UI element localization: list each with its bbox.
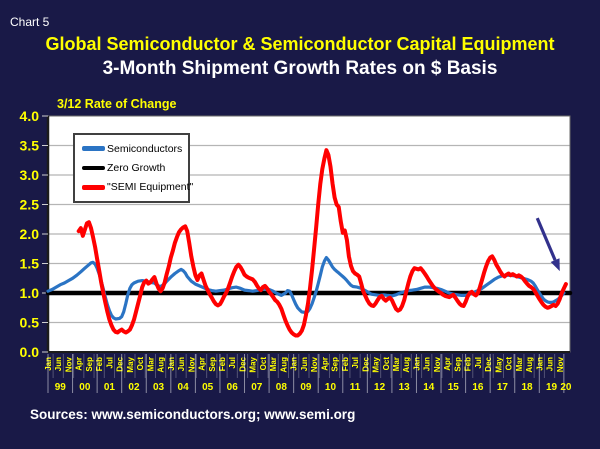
x-axis-month-label: Apr <box>75 357 84 371</box>
x-axis-month-label: May <box>249 356 258 372</box>
x-axis-month-label: Jul <box>105 357 114 369</box>
semiconductors-line-swatch <box>82 146 105 151</box>
x-axis-month-label: Aug <box>279 357 288 373</box>
y-axis-tick-label: 2.5 <box>20 197 40 213</box>
legend-label-semiconductors: Semiconductors <box>107 142 183 155</box>
x-axis-month-label: Mar <box>146 357 155 371</box>
x-axis-month-label: Dec <box>238 356 247 371</box>
x-axis-month-label: Feb <box>218 357 227 371</box>
x-axis-year-label: 20 <box>560 382 572 393</box>
x-axis-month-label: Oct <box>505 357 514 371</box>
x-axis-month-label: Nov <box>433 356 442 372</box>
x-axis-month-label: Nov <box>310 356 319 372</box>
legend-label-semi-equipment: "SEMI Equipment" <box>107 181 194 194</box>
x-axis-month-label: Feb <box>464 357 473 371</box>
x-axis-year-label: 09 <box>300 382 312 393</box>
x-axis-month-label: Jun <box>423 357 432 371</box>
x-axis-year-label: 04 <box>178 382 190 393</box>
x-axis-month-label: Jul <box>351 357 360 369</box>
x-axis-year-label: 15 <box>448 382 460 393</box>
x-axis-month-label: May <box>372 356 381 372</box>
x-axis-month-label: Mar <box>269 357 278 371</box>
annotation-arrow <box>535 217 560 272</box>
sources-text: Sources: www.semiconductors.org; www.sem… <box>30 407 356 422</box>
x-axis-month-label: Sep <box>85 357 94 372</box>
page-subtitle: 3-Month Shipment Growth Rates on $ Basis <box>102 58 498 79</box>
x-axis-year-label: 12 <box>374 382 386 393</box>
x-axis-month-label: May <box>494 356 503 372</box>
legend-item-semi-equipment: "SEMI Equipment" <box>82 181 193 193</box>
x-axis-year-label: 02 <box>128 382 140 393</box>
x-axis-year-label: 10 <box>325 382 337 393</box>
x-axis-month-label: Feb <box>95 357 104 371</box>
x-axis-year-label: 19 <box>546 382 558 393</box>
semi-equipment-line-swatch <box>82 185 105 190</box>
semiconductors-line <box>46 256 566 321</box>
x-axis-month-label: Nov <box>187 356 196 372</box>
page-title: Global Semiconductor & Semiconductor Cap… <box>45 34 555 54</box>
x-axis-year-labels: 99 00 01 02 03 04 05 06 07 08 09 10 11 12 13 14 15 16 17 18… <box>47 354 572 393</box>
x-axis-year-label: 07 <box>251 382 263 393</box>
y-axis-tick-label: 4.0 <box>20 108 40 124</box>
y-axis-tick-label: 0.5 <box>20 315 40 331</box>
x-axis-year-label: 17 <box>497 382 509 393</box>
y-axis-tick-label: 3.5 <box>20 138 40 154</box>
x-axis-month-label: Jun <box>177 357 186 371</box>
x-axis-year-label: 08 <box>276 382 288 393</box>
x-axis-month-label: Dec <box>361 356 370 371</box>
x-axis-month-label: Jun <box>54 357 63 371</box>
chart-number-label: Chart 5 <box>10 15 50 29</box>
x-axis-month-label: Dec <box>484 356 493 371</box>
x-axis-month-label: Aug <box>525 357 534 373</box>
x-axis-month-label: Apr <box>320 357 329 371</box>
x-axis-month-label: Jul <box>228 357 237 369</box>
x-axis-month-label: Jun <box>546 357 555 371</box>
x-axis-month-label: Nov <box>556 356 565 372</box>
x-axis-month-label: Feb <box>341 357 350 371</box>
x-axis-month-label: Dec <box>116 356 125 371</box>
x-axis-month-label: Oct <box>136 357 145 371</box>
x-axis-year-label: 03 <box>153 382 165 393</box>
x-axis-year-label: 13 <box>399 382 411 393</box>
y-axis-tick-label: 0.0 <box>20 344 40 360</box>
zero-growth-line-swatch <box>82 165 105 171</box>
x-axis-year-label: 14 <box>423 382 435 393</box>
legend-label-zero-growth: Zero Growth <box>107 161 166 174</box>
x-axis-year-label: 11 <box>350 382 361 393</box>
x-axis-month-label: Sep <box>453 357 462 372</box>
x-axis-year-label: 01 <box>104 382 116 393</box>
x-axis-month-label: Sep <box>331 357 340 372</box>
x-axis-month-label: Mar <box>515 357 524 371</box>
y-axis-tick-labels: 0.0 0.5 1.0 1.5 2.0 2.5 3.0 3.5 4.0 <box>20 108 48 360</box>
x-axis-month-label: Oct <box>259 357 268 371</box>
x-axis-month-label: Jul <box>474 357 483 369</box>
x-axis-month-label: Jun <box>300 357 309 371</box>
y-axis-tick-label: 1.5 <box>20 256 40 272</box>
legend-item-semiconductors: Semiconductors <box>82 143 188 155</box>
legend-item-zero-growth: Zero Growth <box>82 162 188 174</box>
semi-equipment-line <box>76 148 568 338</box>
x-axis-year-label: 16 <box>472 382 484 393</box>
x-axis-year-label: 00 <box>79 382 91 393</box>
x-axis-month-label: Aug <box>402 357 411 373</box>
x-axis-month-label: Sep <box>208 357 217 372</box>
x-axis-year-label: 18 <box>521 382 533 393</box>
x-axis-month-label: Nov <box>64 356 73 372</box>
x-axis-year-label: 05 <box>202 382 214 393</box>
x-axis-month-label: Apr <box>198 357 207 371</box>
x-axis-month-label: Apr <box>443 357 452 371</box>
y-axis-tick-label: 1.0 <box>20 285 40 301</box>
y-axis-title: 3/12 Rate of Change <box>57 97 177 111</box>
x-axis-year-label: 06 <box>227 382 239 393</box>
y-axis-tick-label: 2.0 <box>20 226 40 242</box>
x-axis-year-label: 99 <box>55 382 67 393</box>
x-axis-month-label: Oct <box>382 357 391 371</box>
x-axis-month-label: Aug <box>157 357 166 373</box>
x-axis-month-label: Mar <box>392 357 401 371</box>
y-axis-tick-label: 3.0 <box>20 167 40 183</box>
chart-legend: Semiconductors Zero Growth "SEMI Equipme… <box>73 133 193 203</box>
x-axis-month-label: May <box>126 356 135 372</box>
